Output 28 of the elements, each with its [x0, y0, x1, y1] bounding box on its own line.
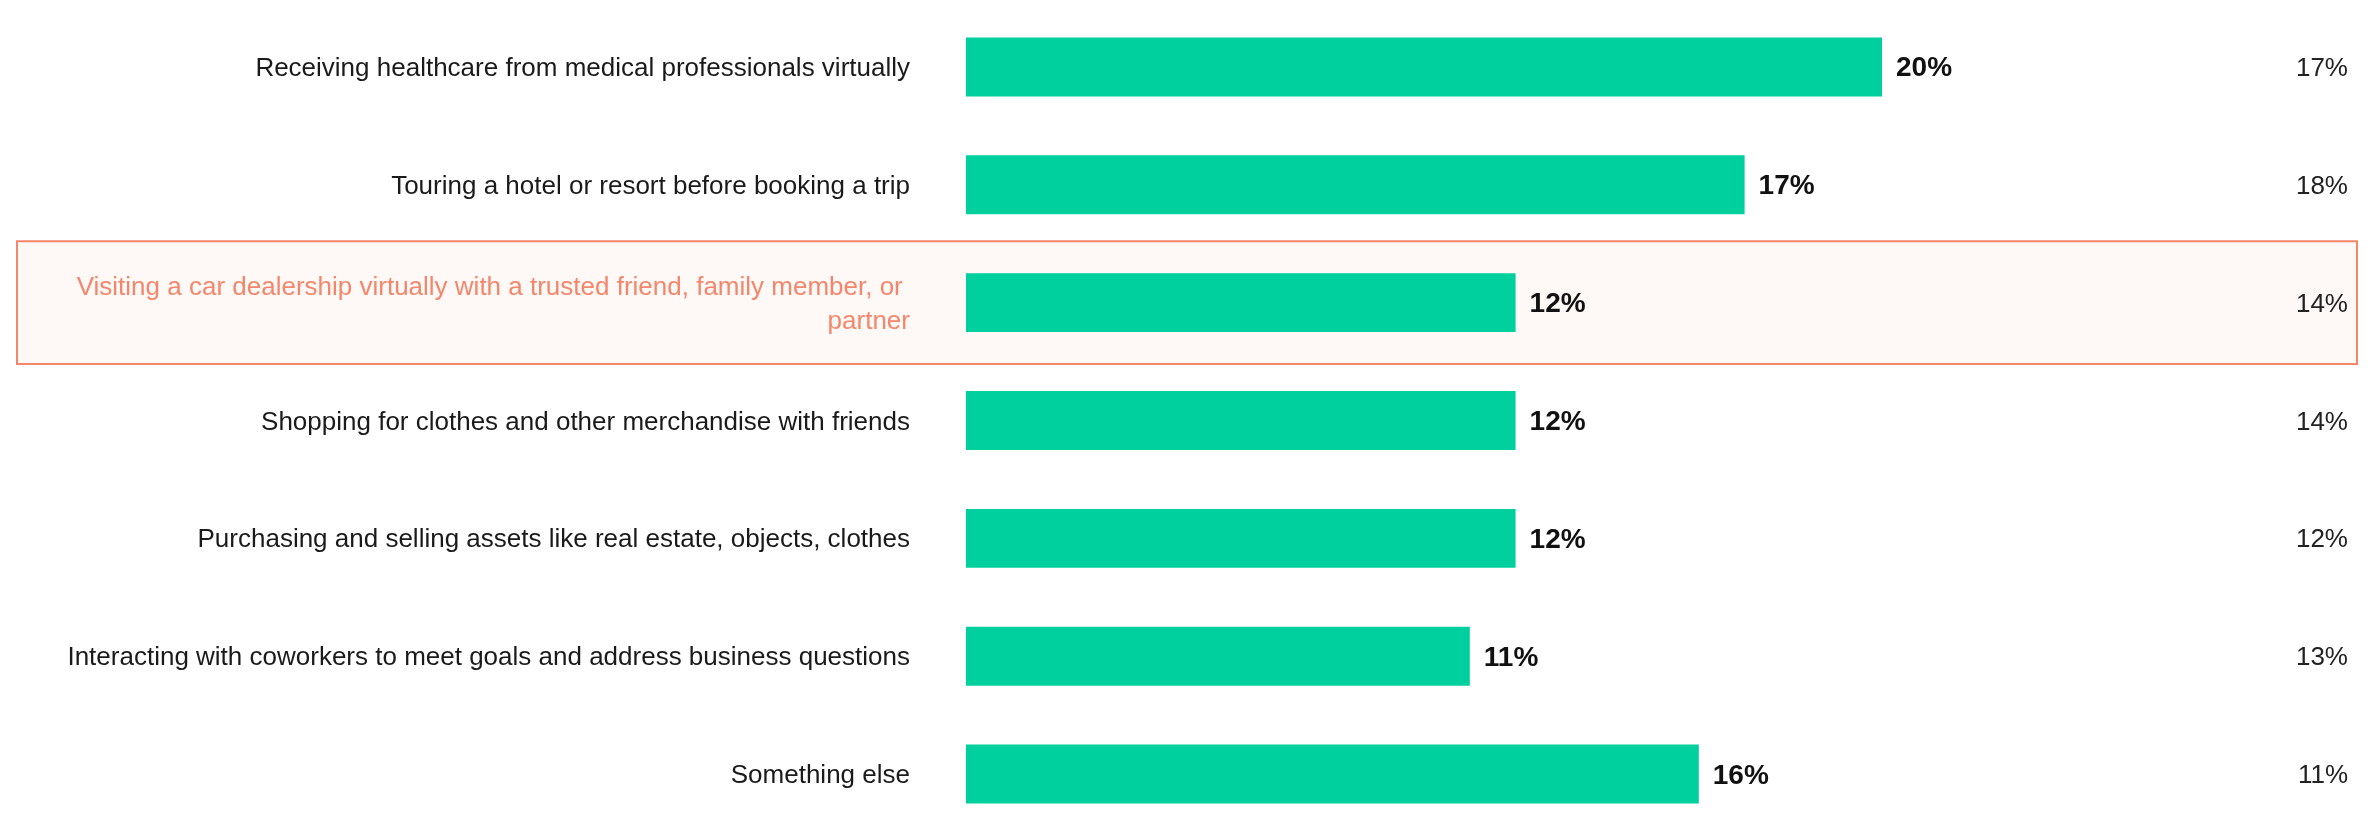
bar	[966, 155, 1745, 215]
y-tick-label: Receiving healthcare from medical professionals virtually	[255, 51, 910, 82]
y-tick-label: Visiting a car dealership virtually with a trusted friend, family member, or partner	[76, 270, 911, 335]
bar	[966, 273, 1516, 333]
data-label: 17%	[1758, 169, 1815, 201]
text: 14%	[2295, 405, 2348, 436]
bar	[966, 626, 1470, 686]
y-tick-label: Purchasing and selling assets like real estate, objects, clothes	[197, 523, 910, 554]
y-tick-label: Touring a hotel or resort before booking a trip	[391, 169, 910, 200]
data-label: 12%	[1529, 522, 1586, 554]
bar	[966, 391, 1516, 450]
y-tick-label: Interacting with coworkers to meet goals and address business questions	[67, 641, 910, 672]
y-tick-label: Shopping for clothes and other merchandise with friends	[261, 405, 910, 436]
data-label: 11%	[1483, 640, 1539, 672]
text: 12%	[2295, 523, 2348, 554]
bar	[966, 508, 1516, 568]
data-label: 20%	[1896, 51, 1953, 83]
data-label: 12%	[1529, 405, 1586, 436]
text: 18%	[2295, 169, 2348, 200]
text: 11%	[2297, 759, 2348, 790]
bar	[966, 744, 1699, 804]
text: 13%	[2295, 641, 2348, 672]
y-tick-label: Something else	[730, 759, 910, 790]
text: 14%	[2295, 287, 2348, 318]
data-label: 12%	[1529, 287, 1586, 319]
bar	[966, 37, 1882, 97]
data-label: 16%	[1712, 758, 1769, 790]
text: 17%	[2295, 51, 2348, 82]
